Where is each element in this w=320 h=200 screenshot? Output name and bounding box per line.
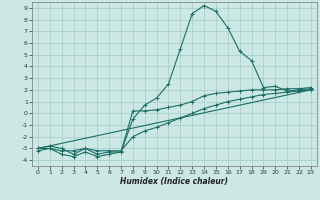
X-axis label: Humidex (Indice chaleur): Humidex (Indice chaleur) xyxy=(120,177,228,186)
